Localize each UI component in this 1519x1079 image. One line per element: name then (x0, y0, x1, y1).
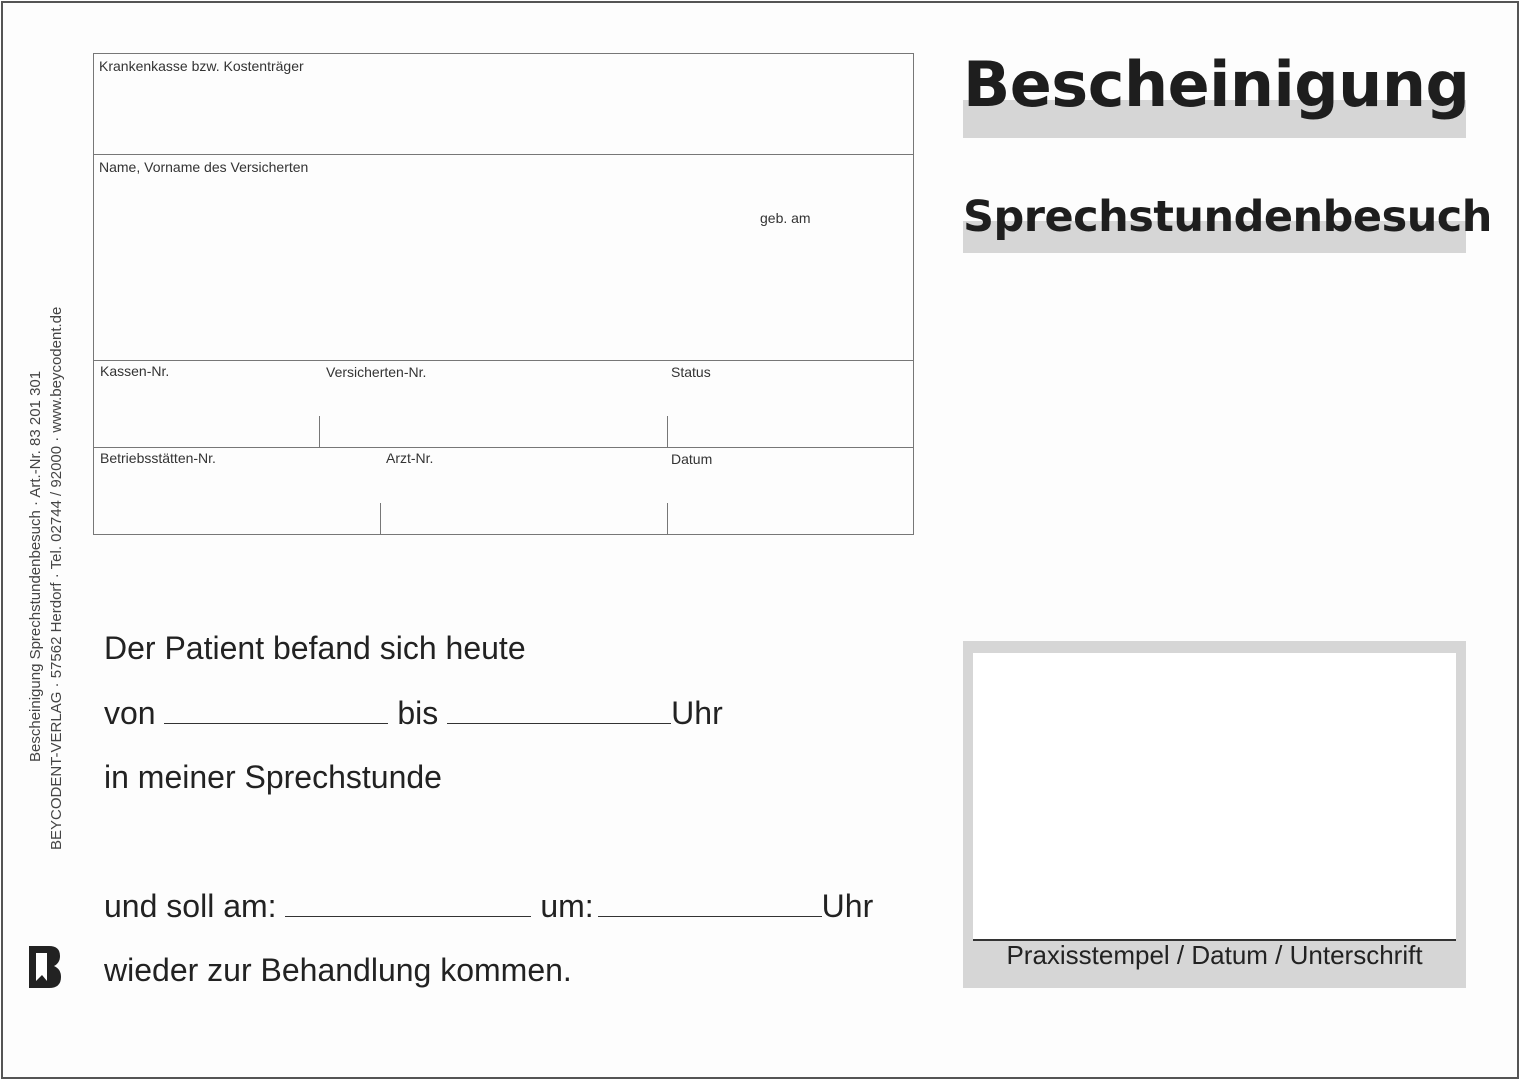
stamp-area: Praxisstempel / Datum / Unterschrift (963, 641, 1466, 988)
body-line-2: von bis Uhr (104, 695, 723, 732)
name-label: Name, Vorname des Versicherten (99, 159, 309, 175)
stamp-label: Praxisstempel / Datum / Unterschrift (1006, 940, 1423, 970)
betriebsstaetten-nr-label: Betriebsstätten-Nr. (100, 450, 216, 466)
body-line-1: Der Patient befand sich heute (104, 630, 526, 666)
body-line-5: wieder zur Behandlung kommen. (104, 952, 572, 988)
divider (380, 503, 381, 534)
divider (667, 503, 668, 534)
divider (319, 416, 320, 447)
imprint-line-2: BEYCODENT-VERLAG · 57562 Herdorf · Tel. … (48, 306, 65, 850)
title-band (963, 100, 1466, 138)
subtitle-band (963, 221, 1466, 253)
von-label: von (104, 695, 156, 731)
kassen-nr-label: Kassen-Nr. (100, 363, 170, 379)
page-title: Bescheinigung (963, 48, 1470, 121)
von-time-field[interactable] (164, 699, 389, 724)
status-label: Status (671, 364, 711, 380)
arzt-nr-label: Arzt-Nr. (386, 450, 434, 466)
divider (94, 360, 913, 361)
divider (667, 416, 668, 447)
geb-am-label: geb. am (760, 210, 811, 226)
imprint-line-1: Bescheinigung Sprechstundenbesuch · Art.… (27, 370, 44, 762)
uhr-label: Uhr (671, 695, 723, 731)
uhr-label-2: Uhr (821, 888, 874, 924)
datum-label: Datum (671, 451, 713, 467)
next-time-field[interactable] (597, 892, 822, 917)
stamp-field[interactable] (973, 653, 1456, 941)
next-date-field[interactable] (285, 892, 532, 917)
und-soll-am-label: und soll am: (104, 888, 277, 924)
patient-data-form: Krankenkasse bzw. Kostenträger Name, Vor… (93, 53, 914, 535)
bis-label: bis (397, 695, 439, 731)
body-line-3: in meiner Sprechstunde (104, 759, 442, 795)
um-label: um: (540, 888, 594, 924)
bis-time-field[interactable] (447, 699, 672, 724)
divider (94, 154, 913, 155)
versicherten-nr-label: Versicherten-Nr. (326, 364, 427, 380)
page-subtitle: Sprechstundenbesuch (963, 192, 1492, 242)
beycodent-logo-icon (27, 944, 62, 990)
divider (94, 447, 913, 448)
body-line-4: und soll am: um: Uhr (104, 888, 873, 925)
krankenkasse-label: Krankenkasse bzw. Kostenträger (99, 58, 304, 74)
